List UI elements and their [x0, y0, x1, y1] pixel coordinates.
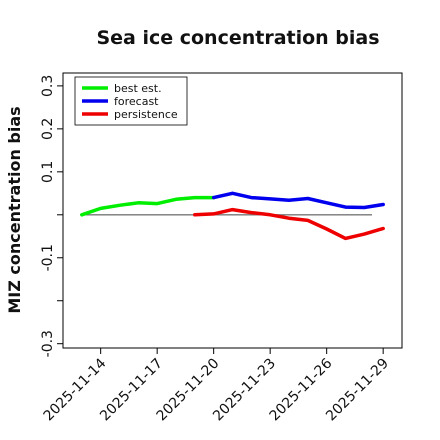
y-axis-ticks: -0.3 -0.1 0.1 0.2 0.3	[40, 75, 63, 357]
chart-title: Sea ice concentration bias	[96, 27, 379, 49]
y-tick-label: 0.2	[40, 118, 56, 140]
legend-label: persistence	[114, 108, 178, 121]
series-line-forecast	[211, 191, 385, 210]
series-line-best-est	[80, 195, 216, 217]
y-tick-label: 0.3	[40, 75, 56, 97]
y-tick-label: -0.1	[40, 244, 56, 271]
plot-frame	[62, 72, 403, 349]
y-tick-label: 0.1	[40, 161, 56, 183]
legend-label: best est.	[114, 82, 162, 95]
y-tick-label: -0.3	[40, 330, 56, 357]
series-layer	[80, 191, 385, 241]
y-axis-label: MIZ concentration bias	[5, 106, 24, 313]
series-line-persistence	[193, 207, 385, 241]
legend-label: forecast	[114, 95, 159, 108]
x-axis-ticks: 2025-11-142025-11-172025-11-202025-11-23…	[41, 348, 392, 424]
